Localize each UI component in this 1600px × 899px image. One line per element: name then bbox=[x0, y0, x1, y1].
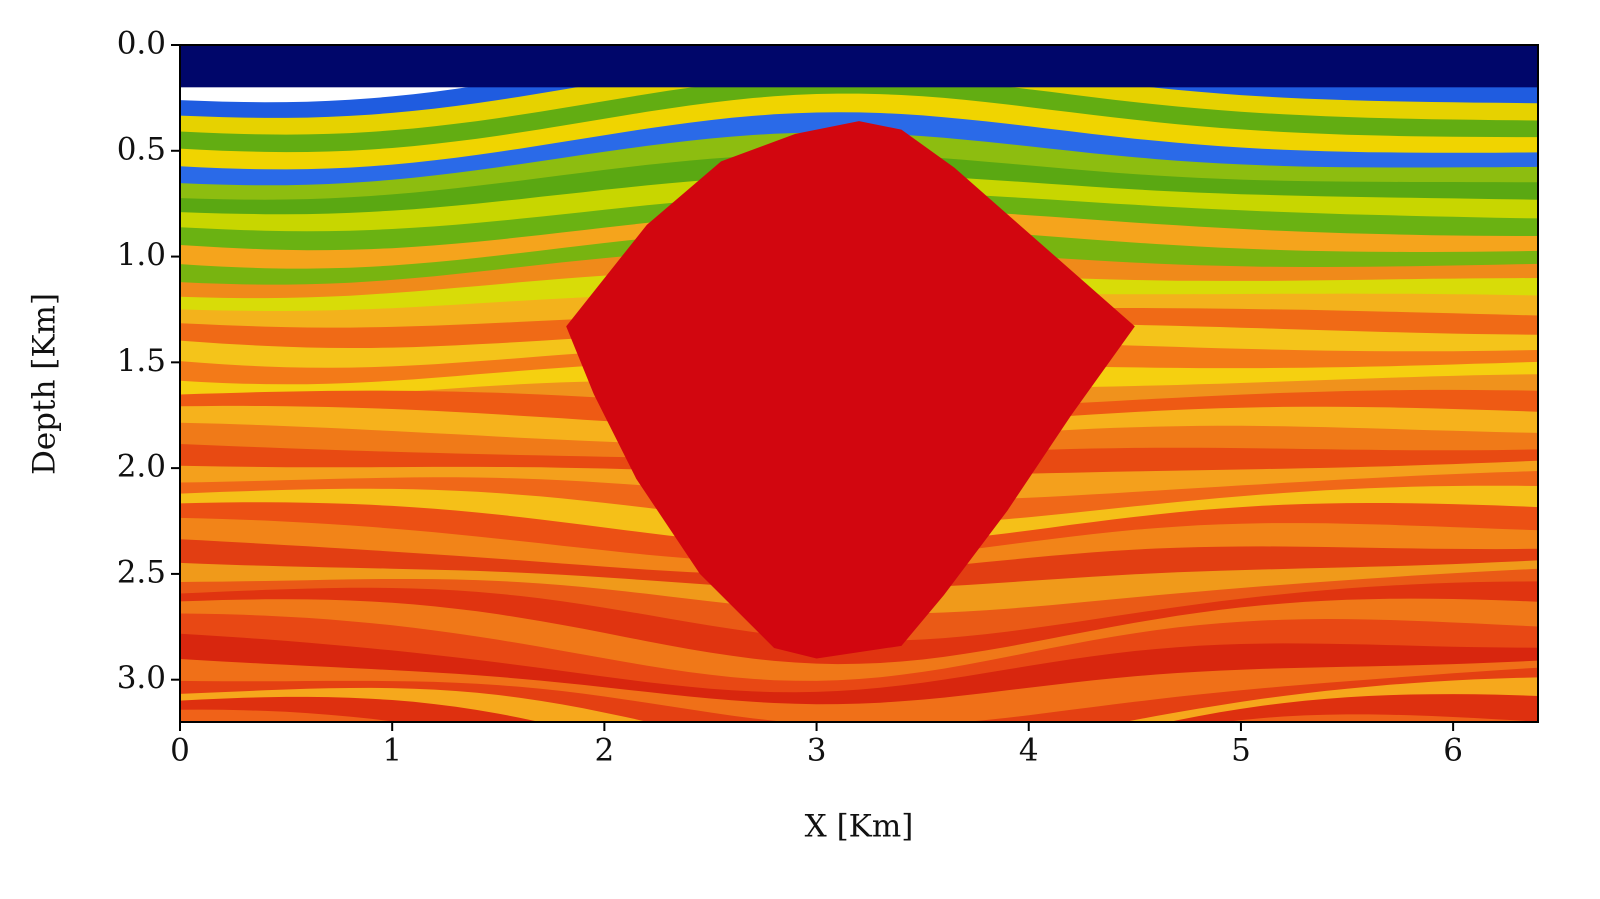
velocity-image bbox=[180, 45, 1538, 722]
y-tick-label: 1.0 bbox=[117, 237, 166, 273]
salt-body bbox=[566, 121, 1135, 659]
y-axis-label: Depth [Km] bbox=[27, 293, 63, 475]
x-tick-label: 3 bbox=[807, 733, 827, 769]
x-tick-label: 5 bbox=[1231, 733, 1251, 769]
x-tick-label: 0 bbox=[170, 733, 190, 769]
y-tick-label: 3.0 bbox=[117, 660, 166, 696]
rock-layer bbox=[180, 677, 1538, 722]
y-tick-label: 0.5 bbox=[117, 131, 166, 167]
rock-layer bbox=[180, 709, 1538, 722]
y-tick-label: 2.0 bbox=[117, 449, 166, 485]
y-tick-label: 0.0 bbox=[117, 26, 166, 62]
y-tick-label: 1.5 bbox=[117, 343, 166, 379]
x-tick-label: 2 bbox=[595, 733, 615, 769]
water-layer bbox=[180, 45, 1538, 88]
y-tick-label: 2.5 bbox=[117, 554, 166, 590]
x-tick-label: 1 bbox=[382, 733, 402, 769]
x-tick-label: 4 bbox=[1019, 733, 1039, 769]
x-axis-label: X [Km] bbox=[805, 809, 914, 845]
plot-frame bbox=[179, 44, 1539, 723]
x-tick-label: 6 bbox=[1443, 733, 1463, 769]
